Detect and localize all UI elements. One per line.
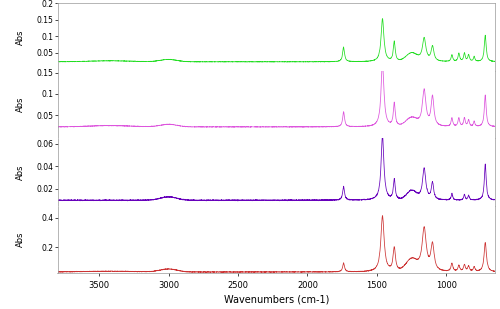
Y-axis label: Abs: Abs bbox=[16, 164, 24, 180]
Y-axis label: Abs: Abs bbox=[16, 97, 24, 112]
Y-axis label: Abs: Abs bbox=[16, 29, 24, 44]
X-axis label: Wavenumbers (cm-1): Wavenumbers (cm-1) bbox=[224, 294, 329, 304]
Y-axis label: Abs: Abs bbox=[16, 232, 24, 248]
